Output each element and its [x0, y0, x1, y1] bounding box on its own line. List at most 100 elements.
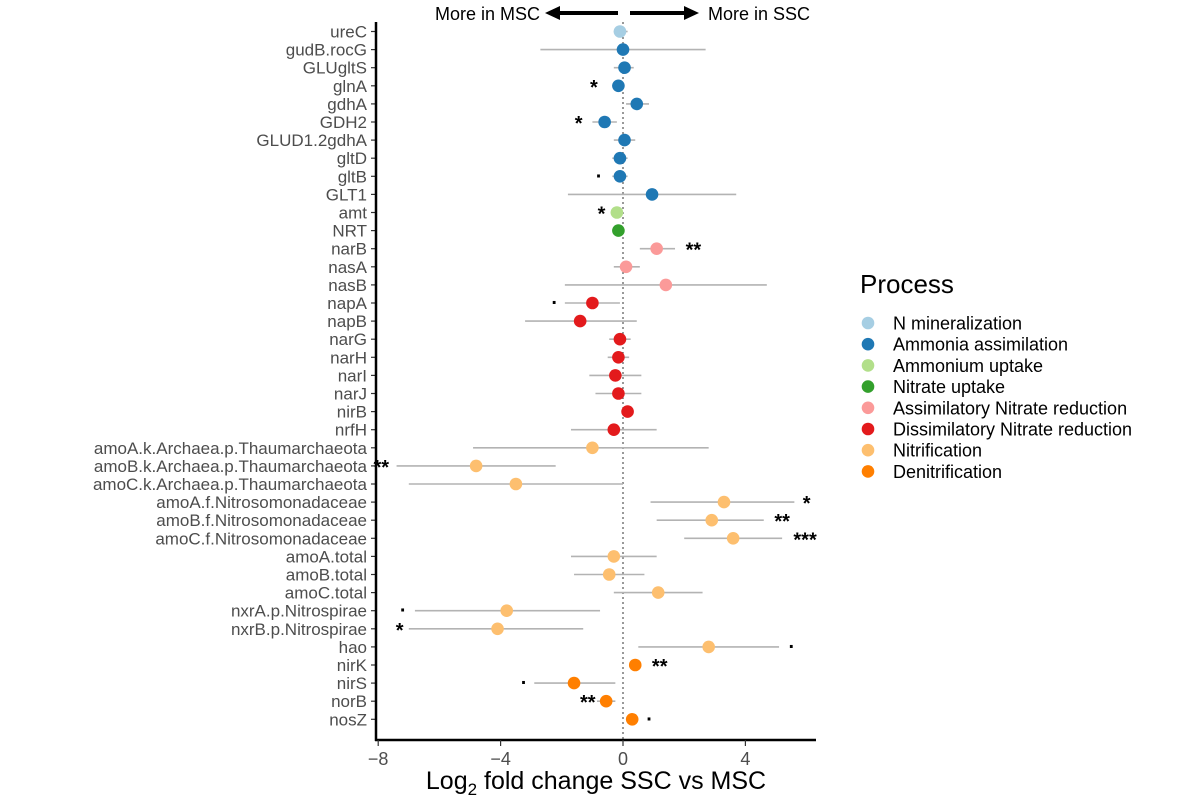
direction-label-ssc: More in SSC: [708, 4, 810, 24]
gene-label: amoC.k.Archaea.p.Thaumarchaeota: [93, 475, 368, 494]
gene-label: nirK: [337, 656, 368, 675]
data-point: [630, 97, 644, 111]
data-point: [616, 43, 630, 56]
data-point: [586, 441, 599, 455]
data-point: [650, 242, 663, 255]
data-point: [612, 387, 625, 400]
gene-label: narJ: [334, 385, 367, 404]
data-point: [607, 550, 621, 563]
data-point: [500, 604, 514, 617]
data-point: [659, 278, 673, 292]
gene-label: hao: [339, 638, 367, 657]
data-point: [613, 151, 627, 165]
x-tick-group: −8 −4 0 4: [368, 740, 750, 769]
direction-label-msc: More in MSC: [435, 4, 540, 24]
gene-label: amoB.k.Archaea.p.Thaumarchaeota: [94, 457, 368, 476]
significance-mark: **: [686, 240, 702, 262]
gene-label: nxrB.p.Nitrospirae: [231, 620, 367, 639]
gene-label: gltB: [338, 167, 367, 186]
gene-label: narG: [329, 330, 367, 349]
left-arrow-head: [545, 6, 560, 20]
significance-mark: .: [646, 703, 652, 725]
data-point: [610, 206, 624, 219]
gene-label: amoB.total: [286, 566, 367, 585]
significance-mark: .: [521, 667, 527, 689]
data-point: [609, 369, 622, 382]
gene-label: gltD: [337, 149, 367, 168]
data-point: [607, 423, 621, 437]
data-point: [573, 314, 587, 328]
significance-mark: ***: [793, 529, 817, 551]
gene-label: amoC.total: [285, 584, 367, 603]
legend-swatch: [861, 401, 875, 415]
legend-swatch: [861, 465, 875, 478]
significance-mark: .: [551, 287, 557, 309]
legend-label: Assimilatory Nitrate reduction: [893, 398, 1127, 418]
legend-swatch: [861, 316, 875, 330]
data-point: [509, 477, 523, 491]
data-point: [469, 459, 483, 473]
significance-group: **.***.********.*.**.**.: [373, 77, 817, 725]
data-point: [625, 713, 639, 726]
data-point: [618, 61, 631, 74]
data-point: [598, 115, 611, 129]
legend-label: Denitrification: [893, 462, 1002, 482]
significance-mark: *: [575, 113, 583, 135]
gene-label: narH: [330, 348, 367, 367]
legend-label: Nitrification: [893, 441, 982, 461]
gene-label: narB: [331, 240, 367, 259]
data-point: [602, 568, 616, 581]
data-point: [619, 260, 633, 274]
data-point: [651, 586, 665, 599]
significance-mark: **: [774, 511, 790, 533]
data-point: [612, 79, 625, 93]
legend-swatch: [861, 359, 875, 372]
gene-label: amoA.f.Nitrosomonadaceae: [156, 493, 367, 512]
legend-swatch: [861, 422, 875, 436]
significance-mark: **: [652, 656, 668, 678]
data-point: [586, 296, 599, 310]
error-bar-group: [396, 30, 795, 721]
x-tick-label: 4: [740, 749, 750, 769]
data-point: [613, 170, 627, 183]
legend-label: Dissimilatory Nitrate reduction: [893, 420, 1132, 440]
significance-mark: .: [596, 160, 602, 182]
significance-mark: *: [590, 77, 598, 99]
data-point: [612, 224, 625, 237]
x-tick-label: −8: [368, 749, 389, 769]
gene-label: GLUD1.2gdhA: [256, 131, 367, 150]
gene-label: ureC: [330, 23, 367, 42]
significance-mark: **: [580, 692, 596, 714]
significance-mark: *: [598, 204, 606, 226]
gene-label: amoC.f.Nitrosomonadaceae: [155, 529, 367, 548]
gene-label: nirB: [337, 403, 367, 422]
legend-swatch: [861, 380, 875, 393]
gene-label: amt: [339, 204, 368, 223]
legend-label: Nitrate uptake: [893, 377, 1005, 397]
data-point: [702, 640, 715, 654]
gene-label: amoA.total: [286, 547, 367, 566]
gene-label: norB: [331, 692, 367, 711]
significance-mark: *: [396, 620, 404, 642]
data-point: [705, 513, 719, 527]
significance-mark: **: [373, 457, 389, 479]
legend-title: Process: [860, 269, 954, 299]
gene-label: gudB.rocG: [286, 41, 367, 60]
x-tick-label: −4: [490, 749, 511, 769]
gene-label: gdhA: [327, 95, 367, 114]
legend-label: Ammonia assimilation: [893, 335, 1068, 355]
data-point: [599, 694, 613, 708]
data-point: [613, 25, 627, 38]
gene-label: NRT: [332, 222, 367, 241]
significance-mark: .: [400, 595, 406, 617]
gene-label: napB: [327, 312, 367, 331]
data-point: [621, 405, 634, 418]
gene-label: narI: [338, 366, 367, 385]
x-axis-title: Log2 fold change SSC vs MSC: [426, 767, 766, 799]
data-point: [613, 332, 627, 346]
gene-label: amoB.f.Nitrosomonadaceae: [156, 511, 367, 530]
gene-label: amoA.k.Archaea.p.Thaumarchaeota: [94, 439, 368, 458]
gene-label: GLT1: [326, 185, 367, 204]
gene-label-group: ureCgudB.rocGGLUgltSglnAgdhAGDH2GLUD1.2g…: [93, 23, 376, 729]
